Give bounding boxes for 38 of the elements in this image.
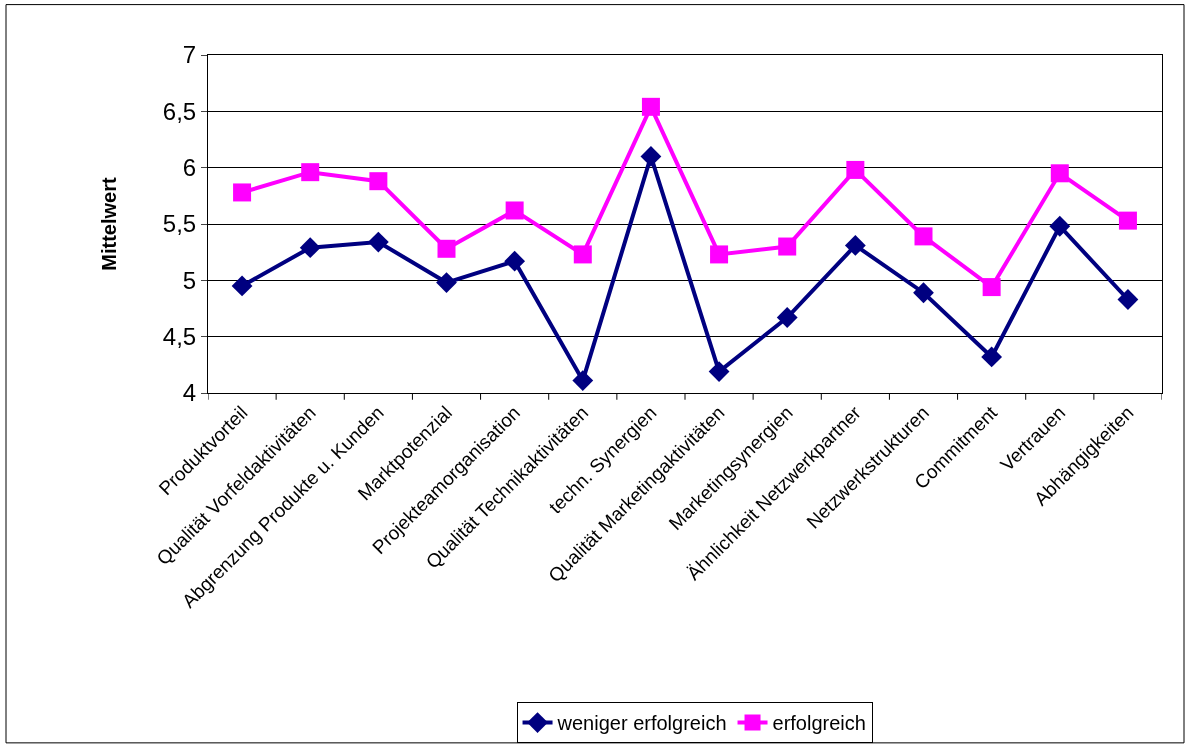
point (367, 231, 389, 253)
point (981, 346, 1003, 368)
point (1117, 289, 1139, 310)
point (914, 227, 933, 246)
point (641, 97, 660, 116)
y-tick-label: 4,5 (162, 323, 197, 351)
legend-label: weniger erfolgreich (556, 712, 727, 735)
y-axis-title: Mittelwert (98, 176, 121, 271)
point (776, 307, 798, 328)
point (913, 282, 934, 304)
point (231, 275, 253, 297)
y-tick-label: 7 (182, 41, 197, 69)
point (505, 201, 524, 220)
y-tick-label: 6 (182, 154, 197, 182)
y-tick-label: 6,5 (162, 97, 197, 125)
point (846, 160, 865, 179)
point (436, 272, 457, 293)
point (710, 245, 729, 264)
point (437, 239, 456, 258)
point (369, 172, 388, 191)
point (572, 370, 594, 392)
point (299, 237, 321, 259)
point (982, 278, 1001, 297)
point (1050, 164, 1069, 183)
point (301, 163, 320, 182)
point (708, 361, 730, 382)
point (504, 250, 526, 272)
point (778, 237, 797, 256)
point (1049, 215, 1071, 237)
y-tick-label: 5 (182, 266, 197, 294)
legend-label: erfolgreich (772, 712, 866, 735)
point (573, 245, 592, 264)
point (1118, 211, 1137, 230)
y-tick-label: 5,5 (162, 210, 197, 238)
y-tick-label: 4 (182, 379, 197, 407)
point (844, 235, 866, 256)
point (233, 183, 252, 202)
point (640, 146, 662, 167)
